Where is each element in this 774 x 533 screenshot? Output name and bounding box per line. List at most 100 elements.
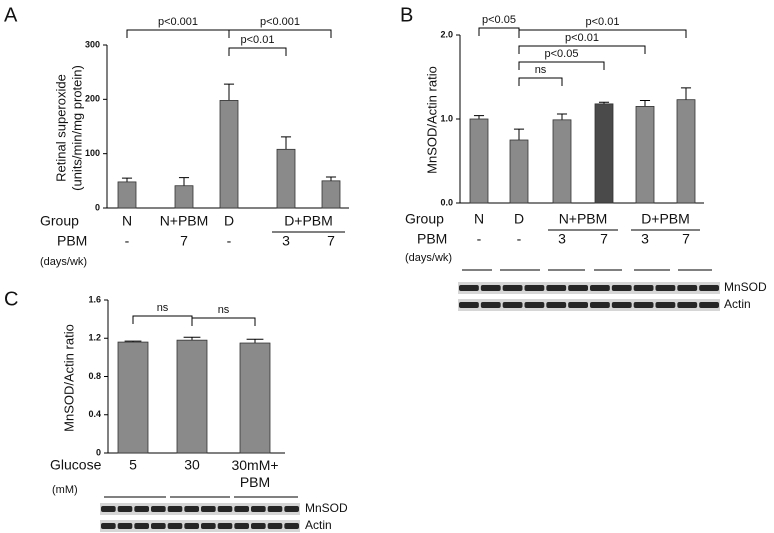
blot-band <box>546 302 567 308</box>
blot-band <box>568 285 588 291</box>
blot-band <box>699 302 719 308</box>
blot-band <box>284 506 299 512</box>
significance-bracket <box>126 29 230 38</box>
blot-band <box>611 285 632 291</box>
blot-band <box>568 302 588 308</box>
y-tick-label: 200 <box>85 94 100 104</box>
x-category-label: - <box>477 231 482 247</box>
significance-bracket <box>518 45 646 54</box>
panel-label: C <box>4 288 18 310</box>
group-label: D+PBM <box>641 211 690 227</box>
x-category-label: 7 <box>180 233 188 249</box>
blot-band <box>546 285 567 291</box>
x-category-box: 30mM+ PBM <box>231 457 278 490</box>
panel-label: B <box>400 4 413 26</box>
y-tick-label: 0.0 <box>440 197 453 207</box>
y-axis-label: (units/min/mg protein) <box>69 65 84 191</box>
significance-label: p<0.001 <box>158 16 198 28</box>
blot-band <box>117 506 133 512</box>
group-label: N <box>122 213 132 229</box>
blot-band <box>267 506 283 512</box>
row-label: Group <box>40 213 79 229</box>
blot-band <box>234 523 249 529</box>
row-label: Glucose <box>50 457 102 473</box>
blot-band <box>590 285 610 291</box>
group-label: N <box>474 211 484 227</box>
row-label: PBM <box>57 233 87 249</box>
significance-label: ns <box>535 64 547 76</box>
blot-band <box>590 302 610 308</box>
blot-band <box>134 523 149 529</box>
blot-band <box>480 302 501 308</box>
y-tick-label: 0 <box>95 202 100 212</box>
unit-label: (days/wk) <box>40 256 87 268</box>
x-category-label: 5 <box>129 457 137 473</box>
bar <box>321 180 341 209</box>
blot-band <box>524 302 545 308</box>
group-label: N+PBM <box>160 213 209 229</box>
blot-label: Actin <box>305 518 332 532</box>
significance-bracket <box>191 317 256 326</box>
y-label-group: Retinal superoxide <box>53 74 68 182</box>
error-bar <box>325 176 337 181</box>
blot-band <box>134 506 149 512</box>
y-tick-label: 1.0 <box>440 113 453 123</box>
y-axis-label: MnSOD/Actin ratio <box>424 66 439 174</box>
error-bar <box>680 87 692 100</box>
significance-bracket <box>478 27 520 36</box>
significance-label: p<0.001 <box>260 16 300 28</box>
error-bar <box>280 136 292 150</box>
x-category-label: 3 <box>282 233 290 249</box>
error-bar <box>556 113 568 120</box>
y-tick-label: 0 <box>96 447 101 457</box>
group-label: D+PBM <box>284 213 333 229</box>
bar <box>239 342 271 454</box>
error-bar <box>223 83 235 101</box>
blot-strip <box>100 503 300 515</box>
blot-strip <box>458 282 720 294</box>
significance-bracket <box>132 315 193 324</box>
blot-band <box>234 506 249 512</box>
error-bar <box>639 100 651 107</box>
blot-band <box>201 506 216 512</box>
blot-band <box>151 523 166 529</box>
bar <box>676 99 696 204</box>
x-category-label: - <box>227 233 232 249</box>
y-tick-label: 1.6 <box>88 294 101 304</box>
blot-band <box>699 285 719 291</box>
blot-band <box>655 302 676 308</box>
error-bar <box>121 177 133 182</box>
blot-band <box>101 506 116 512</box>
blot-band <box>184 506 199 512</box>
significance-label: p<0.05 <box>545 48 579 60</box>
blot-label: MnSOD <box>305 501 348 515</box>
blot-band <box>524 285 545 291</box>
bar <box>469 118 489 204</box>
error-bar <box>473 115 485 119</box>
blot-band <box>251 506 266 512</box>
bar <box>594 103 614 204</box>
bar <box>176 339 208 454</box>
bar <box>552 119 572 204</box>
blot-band <box>117 523 133 529</box>
error-bar <box>246 338 264 344</box>
blot-band <box>217 506 233 512</box>
significance-label: p<0.05 <box>482 14 516 26</box>
bar <box>117 181 137 209</box>
blot-band <box>201 523 216 529</box>
y-tick-label: 0.4 <box>88 409 101 419</box>
unit-label: (mM) <box>52 484 78 496</box>
x-category-label: 3 <box>558 231 566 247</box>
significance-label: p<0.01 <box>586 16 620 28</box>
blot-band <box>677 285 698 291</box>
panel-label: A <box>4 4 18 26</box>
y-tick-label: 2.0 <box>440 29 453 39</box>
y-axis-label: MnSOD/Actin ratio <box>61 324 76 432</box>
error-bar <box>513 128 525 140</box>
bar <box>509 139 529 204</box>
blot-band <box>502 285 523 291</box>
blot-band <box>502 302 523 308</box>
y-tick-label: 100 <box>85 148 100 158</box>
